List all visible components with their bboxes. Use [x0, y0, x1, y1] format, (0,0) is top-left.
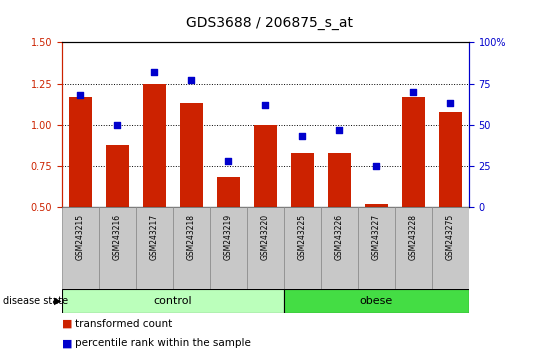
Bar: [106, 144, 129, 207]
Point: [446, 101, 455, 106]
Bar: [217, 177, 239, 207]
Point: [298, 133, 307, 139]
Point: [224, 158, 233, 164]
Text: GSM243218: GSM243218: [187, 213, 196, 259]
Text: GSM243220: GSM243220: [261, 213, 270, 260]
Text: obese: obese: [360, 296, 393, 306]
Text: GSM243225: GSM243225: [298, 213, 307, 260]
Bar: [181, 103, 203, 207]
Text: ■: ■: [62, 338, 72, 348]
Bar: [210, 207, 247, 289]
Text: GSM243275: GSM243275: [446, 213, 455, 260]
Text: GSM243219: GSM243219: [224, 213, 233, 260]
Text: ■: ■: [62, 319, 72, 329]
Point: [409, 89, 418, 95]
Text: GSM243227: GSM243227: [372, 213, 381, 260]
Bar: [99, 207, 136, 289]
Bar: [432, 207, 469, 289]
Bar: [292, 153, 314, 207]
Point: [372, 163, 381, 169]
Bar: [358, 207, 395, 289]
Text: GSM243215: GSM243215: [76, 213, 85, 260]
Bar: [284, 207, 321, 289]
Text: GDS3688 / 206875_s_at: GDS3688 / 206875_s_at: [186, 16, 353, 30]
Bar: [365, 204, 388, 207]
Bar: [395, 207, 432, 289]
Bar: [136, 207, 173, 289]
Bar: [321, 207, 358, 289]
Point: [187, 78, 196, 83]
Bar: [254, 125, 277, 207]
Bar: [328, 153, 350, 207]
Text: ▶: ▶: [54, 296, 61, 306]
Bar: [439, 112, 461, 207]
Point: [76, 92, 85, 98]
Text: disease state: disease state: [3, 296, 68, 306]
Bar: [143, 84, 165, 207]
Text: transformed count: transformed count: [75, 319, 172, 329]
Text: control: control: [154, 296, 192, 306]
Text: GSM243217: GSM243217: [150, 213, 159, 260]
Text: GSM243226: GSM243226: [335, 213, 344, 260]
Text: GSM243228: GSM243228: [409, 213, 418, 259]
Text: GSM243216: GSM243216: [113, 213, 122, 260]
Point: [335, 127, 344, 132]
Bar: [247, 207, 284, 289]
Bar: [70, 97, 92, 207]
Point: [113, 122, 122, 128]
Point: [150, 69, 159, 75]
Bar: [284, 289, 469, 313]
Bar: [62, 289, 284, 313]
Point: [261, 102, 270, 108]
Text: percentile rank within the sample: percentile rank within the sample: [75, 338, 251, 348]
Bar: [402, 97, 425, 207]
Bar: [173, 207, 210, 289]
Bar: [62, 207, 99, 289]
